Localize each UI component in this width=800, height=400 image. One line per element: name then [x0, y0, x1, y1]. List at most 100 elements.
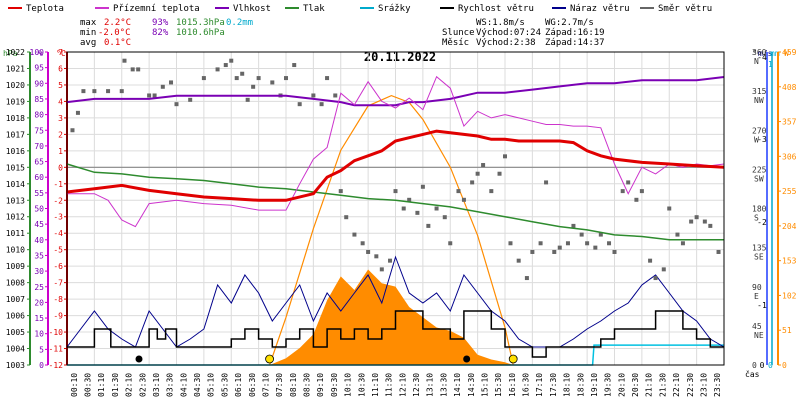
right-axes: 360N315NW270W225SW180S135SE90E45NE0-4-3-…	[752, 48, 797, 370]
pct-label: 55	[34, 189, 44, 198]
wind-dir-point	[352, 232, 357, 237]
wind-dir-point	[319, 102, 324, 107]
dir-card-label: S	[754, 214, 759, 223]
wind-dir-point	[415, 210, 420, 215]
legend-item: Přízemní teplota	[95, 4, 200, 14]
time-label: 20:10	[617, 373, 626, 397]
wind-dir-point	[565, 241, 570, 246]
wind-dir-point	[593, 245, 598, 250]
wind-dir-point	[612, 249, 617, 254]
wind-dir-point	[675, 232, 680, 237]
stats-max-press: 1015.3hPa	[176, 18, 225, 28]
hpa-label: 1004	[6, 345, 25, 354]
wind-dir-point	[240, 71, 245, 76]
time-label: 23:10	[699, 373, 708, 397]
wind-dir-point	[426, 223, 431, 228]
sun-set: Západ:16:19	[545, 28, 605, 38]
wind-dir-point	[648, 258, 653, 263]
legend-label: Srážky	[378, 4, 411, 14]
time-label: 00:30	[84, 373, 93, 397]
moon-set: Západ:14:37	[545, 38, 605, 48]
ms-axis: -4 -3 -2 -1 0	[757, 52, 768, 370]
dir-card-label: SW	[754, 174, 764, 183]
wind-dir-point	[256, 76, 261, 81]
wind-dir-point	[147, 93, 152, 98]
hpa-label: 1010	[6, 246, 25, 255]
dir-label: 360	[752, 48, 767, 57]
mm-unit: mm	[770, 49, 780, 58]
wind-dir-point	[694, 215, 699, 220]
wind-dir-point	[92, 89, 97, 94]
stats-max-rain: 0.2mm	[226, 18, 253, 28]
hpa-label: 1005	[6, 328, 25, 337]
temp-label: 1	[58, 147, 63, 156]
humidity-line	[66, 76, 725, 107]
hpa-label: 1018	[6, 114, 25, 123]
legend-item: Teplota	[8, 4, 64, 14]
hpa-label: 1013	[6, 196, 25, 205]
w-label: 102	[782, 291, 797, 300]
wind-dir-point	[620, 189, 625, 194]
wind-dir-point	[160, 84, 165, 89]
pct-label: 60	[34, 173, 44, 182]
time-label: 17:10	[535, 373, 544, 397]
series-layer	[66, 58, 725, 366]
axis-units: hPa % °C ° m/s mm W čas	[3, 49, 789, 379]
w-label: 459	[782, 48, 797, 57]
chart-date: 20.11.2022	[364, 50, 436, 64]
time-axis: 00:10 00:30 01:10 01:30 02:10 02:30 03:10 03:30…	[70, 373, 722, 397]
time-label: 18:10	[563, 373, 572, 397]
time-label: 01:30	[111, 373, 120, 397]
sunrise-marker	[265, 354, 274, 364]
dir-label: 315	[752, 87, 767, 96]
time-label: 09:10	[316, 373, 325, 397]
stats-avg-label: avg	[80, 38, 96, 48]
wind-dir-point	[379, 267, 384, 272]
ms-label: -4	[757, 53, 767, 62]
wind-dir-point	[188, 97, 193, 102]
wind-dir-point	[503, 154, 507, 159]
pct-label: 65	[34, 158, 44, 167]
legend-label: Tlak	[303, 4, 325, 14]
mm-label: 0	[768, 361, 773, 370]
x-unit: čas	[745, 369, 760, 379]
wind-dir-point	[81, 89, 86, 94]
time-label: 06:10	[234, 373, 243, 397]
pct-label: 0	[39, 361, 44, 370]
hpa-label: 1020	[6, 81, 25, 90]
mm-axis: 10	[768, 52, 773, 370]
wind-dir-point	[122, 58, 127, 63]
stats-max-label: max	[80, 18, 97, 28]
wind-dir-point	[680, 241, 685, 246]
wind-dir-point	[152, 93, 157, 98]
legend-item: Vlhkost	[215, 4, 271, 14]
ms-label: 0	[760, 361, 765, 370]
temp-label: 4	[58, 97, 63, 106]
wind-dir-point	[661, 267, 666, 272]
temp-label: -1	[53, 180, 63, 189]
w-label: 408	[782, 83, 797, 92]
temp-label: 5	[58, 81, 63, 90]
temp-label: -3	[53, 213, 63, 222]
theoretical-solar-line	[269, 94, 514, 366]
pct-label: 25	[34, 283, 44, 292]
temp-label: -9	[53, 312, 63, 321]
dir-label: 270	[752, 126, 767, 135]
stats-min-hum: 82%	[152, 28, 169, 38]
w-label: 51	[782, 326, 792, 335]
time-label: 01:10	[97, 373, 106, 397]
dir-label: 225	[752, 165, 767, 174]
wind-dir-point	[702, 219, 707, 224]
time-label: 21:30	[658, 373, 667, 397]
legend-item: Směr větru	[640, 4, 712, 14]
time-label: 05:30	[220, 373, 229, 397]
time-label: 21:10	[645, 373, 654, 397]
pct-label: 70	[34, 142, 44, 151]
moonrise-marker	[135, 355, 143, 363]
sun-rise: Východ:07:24	[476, 28, 541, 38]
wind-dir-point	[434, 206, 439, 211]
moonset-marker	[463, 355, 471, 363]
pct-label: 15	[34, 314, 44, 323]
wind-dir-point	[524, 276, 529, 281]
